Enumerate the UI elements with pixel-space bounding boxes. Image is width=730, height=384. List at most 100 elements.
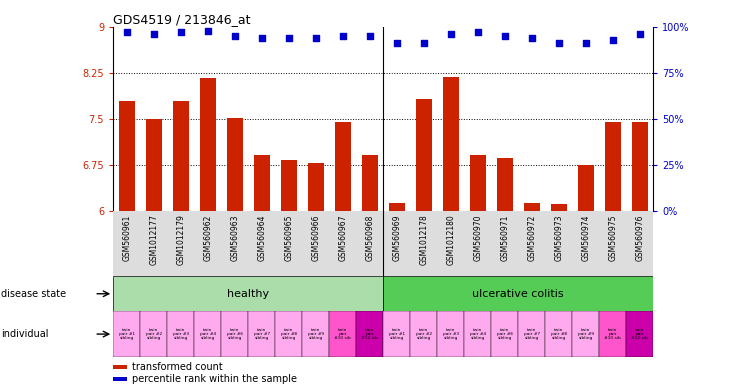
Point	[147, 31, 160, 37]
Bar	[626, 311, 653, 357]
Point	[202, 28, 214, 34]
Text: GSM560975: GSM560975	[608, 214, 618, 261]
Bar	[388, 203, 405, 211]
Text: GSM1012179: GSM1012179	[176, 214, 185, 265]
Point	[607, 37, 619, 43]
Text: twin
pair #7
sibling: twin pair #7 sibling	[523, 328, 540, 340]
Text: twin
pair #2
sibling: twin pair #2 sibling	[145, 328, 162, 340]
Point	[121, 29, 133, 35]
Text: individual: individual	[1, 329, 48, 339]
Text: twin
pair #9
sibling: twin pair #9 sibling	[577, 328, 594, 340]
Point	[445, 31, 457, 37]
Bar	[631, 122, 648, 211]
Text: twin
pair #8
sibling: twin pair #8 sibling	[550, 328, 567, 340]
Point	[526, 35, 538, 41]
Point	[175, 29, 187, 35]
Text: twin
pair #6
sibling: twin pair #6 sibling	[496, 328, 513, 340]
Point	[553, 40, 565, 46]
Text: GSM560966: GSM560966	[311, 214, 320, 261]
Bar	[410, 311, 437, 357]
Text: GSM560962: GSM560962	[203, 214, 212, 261]
Text: twin
pair #1
sibling: twin pair #1 sibling	[388, 328, 405, 340]
Bar	[577, 165, 594, 211]
Point	[634, 31, 646, 37]
Text: twin
pair
#10 sib: twin pair #10 sib	[604, 328, 621, 340]
Text: twin
pair #9
sibling: twin pair #9 sibling	[307, 328, 324, 340]
Text: GSM560976: GSM560976	[635, 214, 645, 261]
Text: healthy: healthy	[227, 289, 269, 299]
Point	[391, 40, 403, 46]
Text: twin
pair #1
sibling: twin pair #1 sibling	[118, 328, 135, 340]
Text: twin
pair #3
sibling: twin pair #3 sibling	[172, 328, 189, 340]
Point	[256, 35, 268, 41]
Text: GSM1012180: GSM1012180	[446, 214, 456, 265]
Text: GSM560972: GSM560972	[527, 214, 537, 261]
Text: twin
pair
#10 sib: twin pair #10 sib	[334, 328, 351, 340]
Bar	[145, 119, 162, 211]
Bar	[383, 311, 410, 357]
Bar	[194, 311, 221, 357]
Bar	[356, 311, 383, 357]
Text: GSM560965: GSM560965	[284, 214, 293, 261]
Text: GSM560968: GSM560968	[365, 214, 374, 261]
Text: twin
pair #4
sibling: twin pair #4 sibling	[199, 328, 216, 340]
Bar	[464, 311, 491, 357]
Text: GSM560971: GSM560971	[500, 214, 510, 261]
Bar	[383, 276, 653, 311]
Bar	[496, 158, 513, 211]
Bar	[442, 77, 459, 211]
Point	[337, 33, 349, 39]
Bar	[469, 155, 486, 211]
Text: twin
pair #3
sibling: twin pair #3 sibling	[442, 328, 459, 340]
Text: GSM560963: GSM560963	[230, 214, 239, 261]
Bar	[572, 311, 599, 357]
Text: transformed count: transformed count	[132, 361, 223, 372]
Text: GSM1012177: GSM1012177	[149, 214, 158, 265]
Text: GSM1012178: GSM1012178	[419, 214, 429, 265]
Bar	[199, 78, 216, 211]
Text: GSM560961: GSM560961	[122, 214, 131, 261]
Bar	[361, 155, 378, 211]
Point	[310, 35, 322, 41]
Bar	[334, 122, 351, 211]
Text: twin
pair
#12 sib: twin pair #12 sib	[631, 328, 648, 340]
Point	[364, 33, 376, 39]
Bar	[113, 377, 127, 381]
Bar	[248, 311, 275, 357]
Text: GSM560974: GSM560974	[581, 214, 591, 261]
Text: ulcerative colitis: ulcerative colitis	[472, 289, 564, 299]
Bar	[550, 204, 567, 211]
Text: disease state: disease state	[1, 289, 66, 299]
Bar	[599, 311, 626, 357]
Text: GSM560970: GSM560970	[473, 214, 483, 261]
Text: twin
pair #8
sibling: twin pair #8 sibling	[280, 328, 297, 340]
Bar	[518, 311, 545, 357]
Bar	[523, 203, 540, 211]
Bar	[437, 311, 464, 357]
Point	[472, 29, 484, 35]
Point	[418, 40, 430, 46]
Text: twin
pair #6
sibling: twin pair #6 sibling	[226, 328, 243, 340]
Bar	[113, 365, 127, 369]
Bar	[172, 101, 189, 211]
Bar	[221, 311, 248, 357]
Bar	[226, 118, 243, 211]
Text: GSM560969: GSM560969	[392, 214, 402, 261]
Text: GSM560973: GSM560973	[554, 214, 564, 261]
Bar	[491, 311, 518, 357]
Text: GSM560967: GSM560967	[338, 214, 347, 261]
Bar	[280, 160, 297, 211]
Bar	[604, 122, 621, 211]
Bar	[307, 163, 324, 211]
Point	[229, 33, 241, 39]
Bar	[253, 155, 270, 211]
Point	[580, 40, 592, 46]
Point	[283, 35, 295, 41]
Bar	[113, 276, 383, 311]
Bar	[545, 311, 572, 357]
Text: twin
pair #7
sibling: twin pair #7 sibling	[253, 328, 270, 340]
Bar	[167, 311, 194, 357]
Bar	[275, 311, 302, 357]
Text: percentile rank within the sample: percentile rank within the sample	[132, 374, 297, 384]
Bar	[302, 311, 329, 357]
